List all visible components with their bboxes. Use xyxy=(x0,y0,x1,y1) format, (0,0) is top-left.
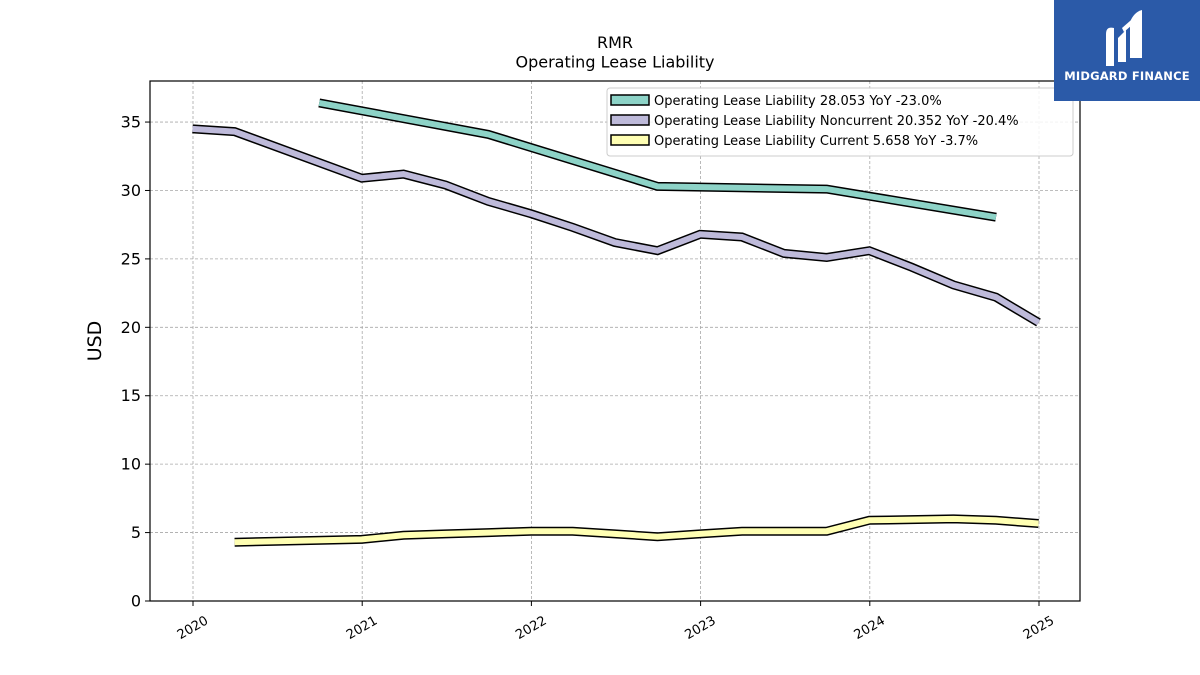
chart-title: RMR xyxy=(597,33,633,52)
legend-swatch-2 xyxy=(610,134,650,146)
legend-label-1: Operating Lease Liability Noncurrent 20.… xyxy=(654,114,1019,129)
x-tick-label: 2023 xyxy=(682,613,718,643)
series-line-1 xyxy=(192,125,1041,326)
x-tick-label: 2021 xyxy=(344,613,380,643)
series-line-2 xyxy=(234,515,1039,546)
x-tick-label: 2020 xyxy=(175,613,211,643)
y-tick-label: 20 xyxy=(121,318,141,337)
series-line-0 xyxy=(318,99,997,221)
y-tick-label: 35 xyxy=(121,113,141,132)
y-tick-label: 25 xyxy=(121,249,141,268)
y-tick-label: 10 xyxy=(121,455,141,474)
legend-label-0: Operating Lease Liability 28.053 YoY -23… xyxy=(654,94,942,109)
y-tick-label: 15 xyxy=(121,386,141,405)
legend-swatch-1 xyxy=(610,114,650,126)
grid xyxy=(150,81,1080,602)
series-layer xyxy=(192,98,1041,547)
series-line-outline-1 xyxy=(192,124,1041,327)
y-tick-label: 5 xyxy=(131,523,141,542)
midgard-finance-logo: MIDGARD FINANCE xyxy=(1054,0,1200,101)
y-tick-label: 30 xyxy=(121,181,141,200)
x-tick-label: 2024 xyxy=(852,613,888,643)
chart-subtitle: Operating Lease Liability xyxy=(515,53,714,72)
legend-box xyxy=(606,87,1074,157)
legend-swatch-0 xyxy=(610,94,650,106)
legend-label-2: Operating Lease Liability Current 5.658 … xyxy=(654,134,978,149)
y-axis-label: USD xyxy=(84,321,106,362)
y-tick-label: 0 xyxy=(131,592,141,611)
logo-text: MIDGARD FINANCE xyxy=(1064,69,1190,83)
x-tick-label: 2025 xyxy=(1021,613,1057,643)
x-tick-label: 2022 xyxy=(513,613,549,643)
logo-mark-icon xyxy=(1106,10,1142,67)
legend: Operating Lease Liability 28.053 YoY -23… xyxy=(606,87,1074,157)
plot-frame xyxy=(149,80,1081,602)
